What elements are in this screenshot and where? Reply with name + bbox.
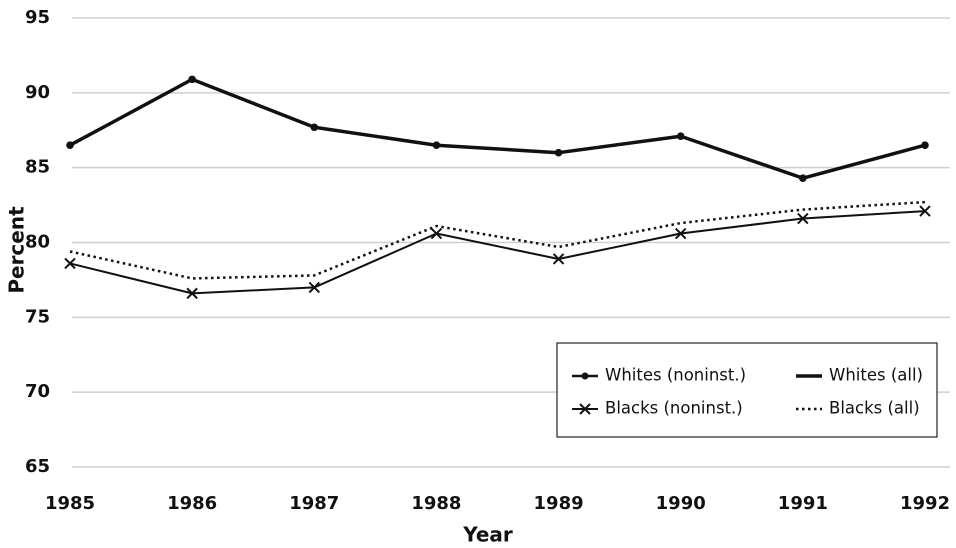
y-axis-title: Percent [5, 206, 29, 294]
x-tick-label: 1992 [900, 493, 950, 514]
point [64, 257, 76, 270]
y-tick-label: 95 [25, 7, 50, 28]
x-tick-label: 1991 [778, 493, 828, 514]
legend-marker [579, 403, 591, 415]
legend-label: Blacks (noninst.) [605, 399, 743, 418]
x-tick-label: 1987 [289, 493, 339, 514]
x-axis-title: Year [462, 523, 513, 547]
x-tick-label: 1989 [534, 493, 584, 514]
legend-label: Whites (all) [829, 366, 923, 385]
legend-marker [581, 372, 589, 380]
legend: Whites (noninst.) Whites (all) Blacks (non… [556, 342, 938, 438]
series-line [69, 200, 926, 280]
y-tick-label: 65 [25, 456, 50, 477]
point [797, 212, 809, 225]
y-tick-label: 70 [25, 381, 50, 402]
series-line [69, 77, 926, 180]
point [430, 227, 443, 240]
x-tick-label: 1985 [45, 493, 95, 514]
legend-label: Whites (noninst.) [605, 366, 746, 385]
x-tick-label: 1988 [411, 493, 461, 514]
y-tick-label: 85 [25, 157, 50, 178]
point [919, 205, 931, 217]
point [552, 253, 565, 265]
series-line [69, 210, 926, 295]
legend-label: Blacks (all) [829, 399, 920, 418]
point [308, 281, 320, 294]
y-tick-label: 75 [25, 306, 50, 327]
legend-box [556, 342, 938, 438]
y-tick-label: 90 [25, 82, 50, 103]
series-line [69, 78, 926, 180]
point [186, 287, 198, 300]
y-tick-label: 80 [25, 232, 50, 253]
point [675, 227, 687, 240]
x-tick-label: 1990 [656, 493, 706, 514]
x-tick-label: 1986 [167, 493, 217, 514]
